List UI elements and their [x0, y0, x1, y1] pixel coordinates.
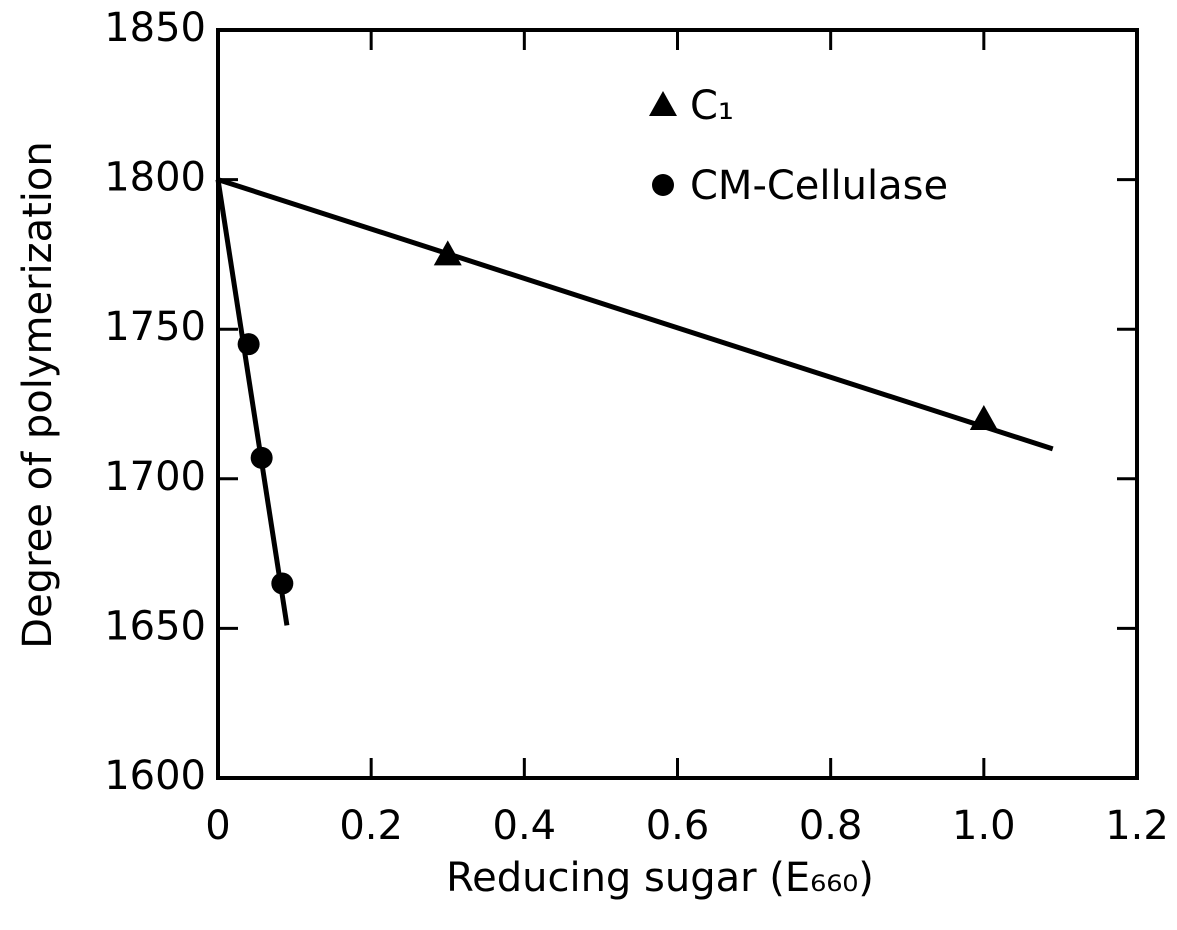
legend-marker	[652, 174, 674, 196]
x-tick-label: 0.2	[339, 803, 403, 849]
y-tick-label: 1700	[104, 454, 206, 500]
legend-label: CM-Cellulase	[690, 163, 948, 209]
y-tick-label: 1850	[104, 5, 206, 51]
fit-line	[217, 177, 1054, 452]
x-tick-label: 0.4	[493, 803, 557, 849]
x-tick-label: 0.8	[799, 803, 863, 849]
y-tick-label: 1600	[104, 753, 206, 799]
y-tick-label: 1750	[104, 304, 206, 350]
y-axis-label: Degree of polymerization	[15, 141, 61, 648]
point	[969, 404, 998, 430]
point	[237, 333, 260, 356]
y-tick-label: 1650	[104, 603, 206, 649]
x-tick-label: 0	[205, 803, 230, 849]
point	[250, 446, 273, 469]
legend-marker	[649, 91, 677, 116]
plot-frame	[216, 28, 1139, 780]
legend-label: C₁	[690, 83, 734, 129]
x-tick-label: 0.6	[646, 803, 710, 849]
fit-line	[215, 179, 290, 626]
y-tick-label: 1800	[104, 155, 206, 201]
x-tick-label: 1.0	[952, 803, 1016, 849]
x-axis-label: Reducing sugar (E₆₆₀)	[446, 855, 874, 901]
x-tick-label: 1.2	[1105, 803, 1169, 849]
point	[271, 572, 294, 595]
point	[433, 240, 462, 266]
